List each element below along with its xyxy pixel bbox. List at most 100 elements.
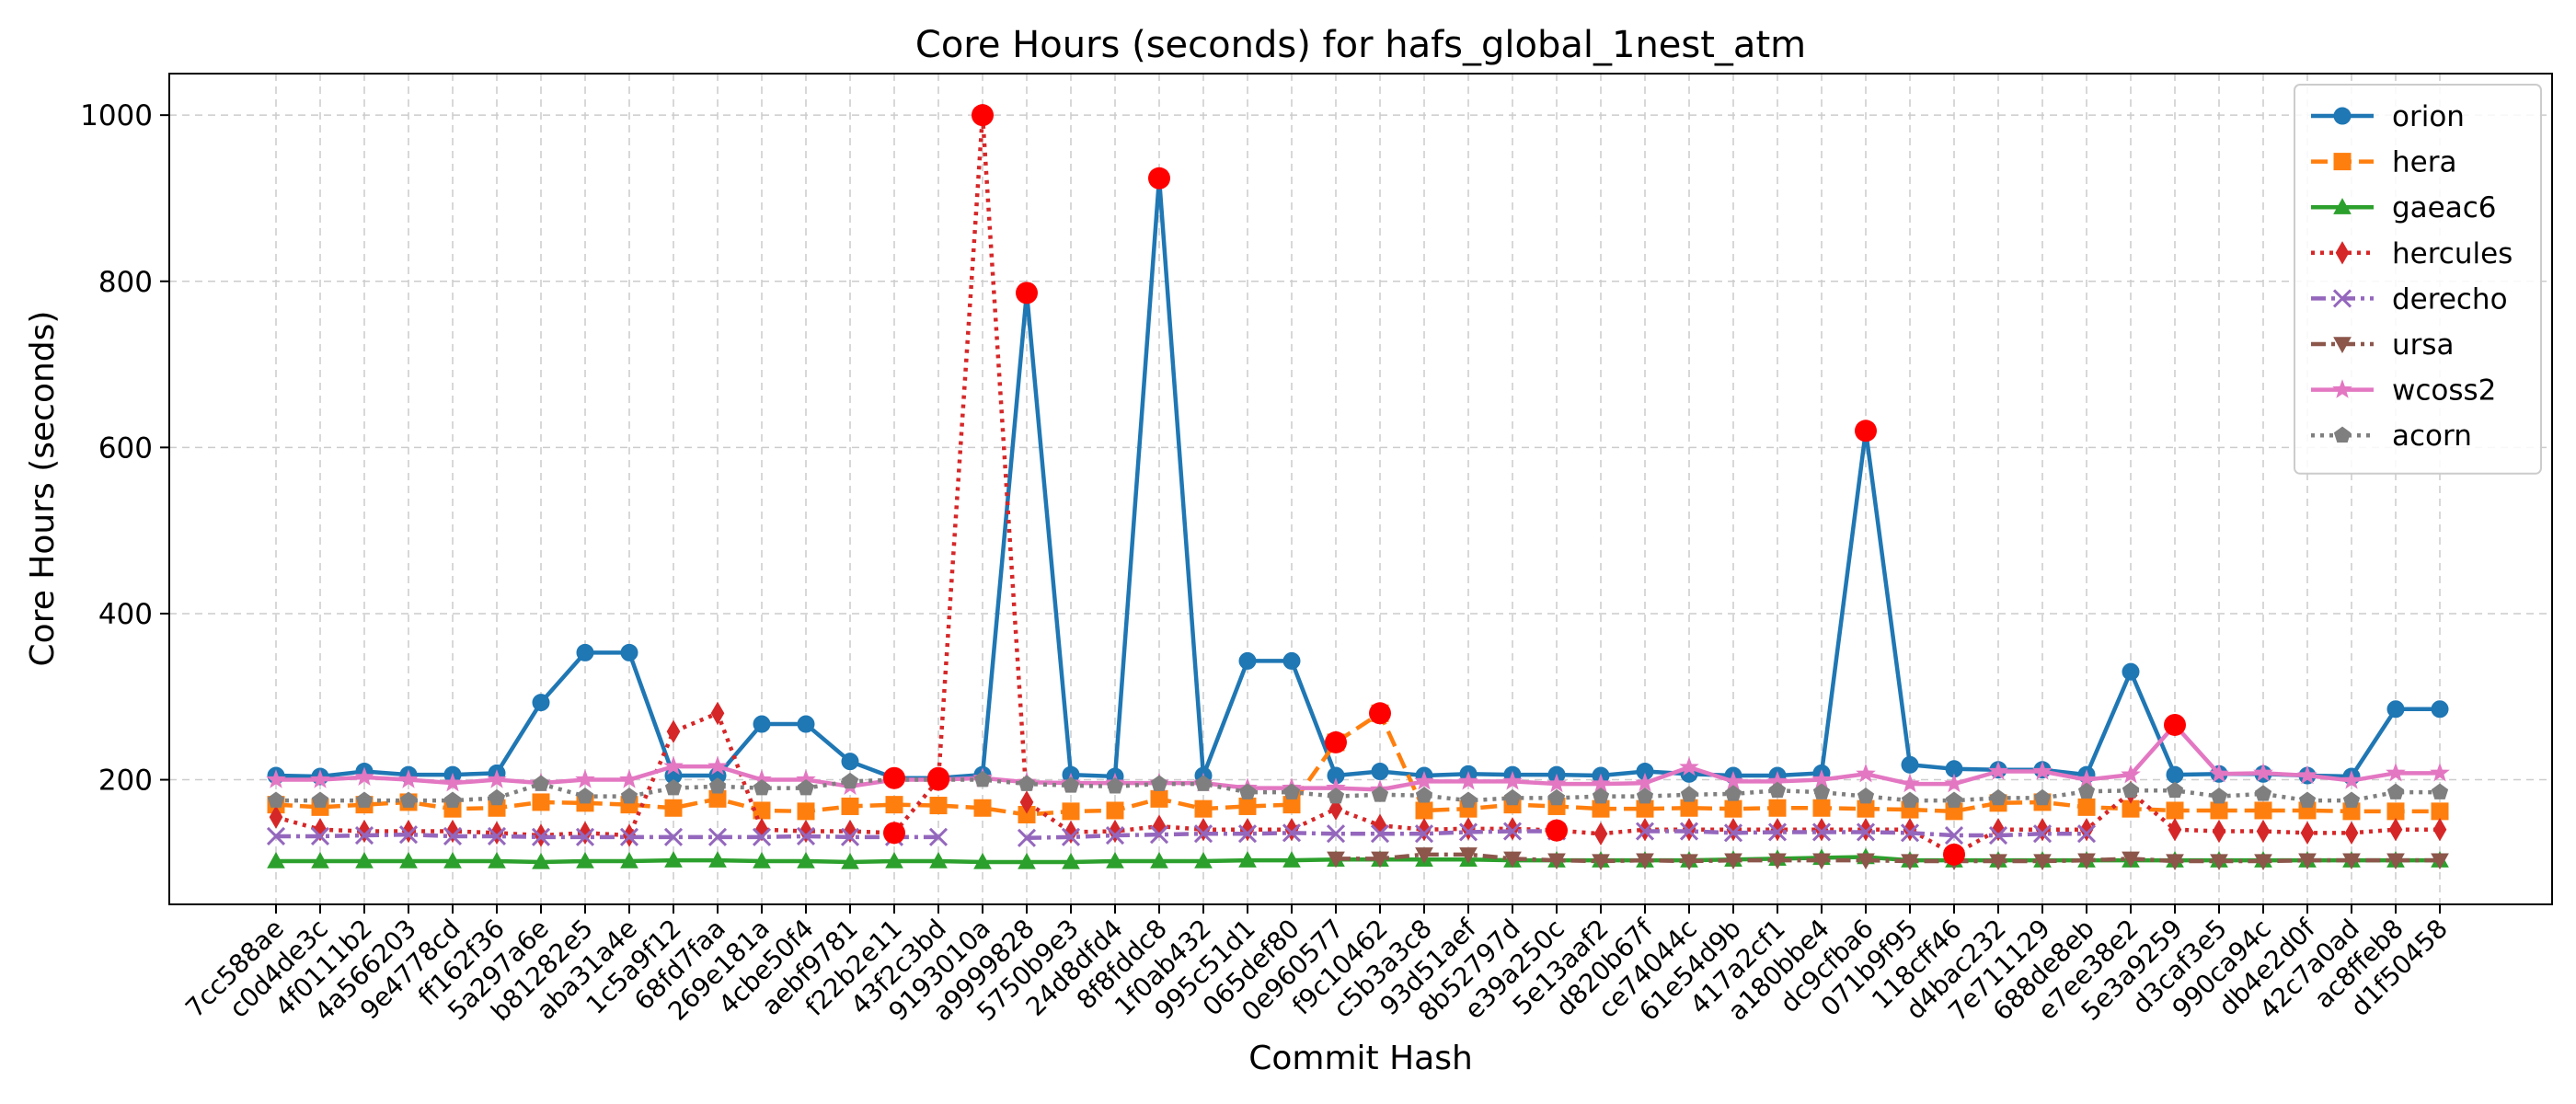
point-derecho-ff162f36 xyxy=(487,826,507,846)
outlier-orion-dc9cfba6 xyxy=(1855,420,1877,443)
point-derecho-ce74044c xyxy=(1679,822,1699,841)
point-acorn-ce74044c xyxy=(1680,786,1698,802)
point-acorn-5e13aaf2 xyxy=(1592,787,1610,804)
point-hercules-d1f50458 xyxy=(2432,818,2447,842)
point-derecho-8b52797d xyxy=(1502,822,1523,841)
point-wcoss2-8b52797d xyxy=(1502,770,1523,790)
point-acorn-db4e2d0f xyxy=(2298,791,2317,808)
point-hercules-68fd7faa xyxy=(710,701,725,726)
point-derecho-c5b3a3c8 xyxy=(1414,824,1434,844)
point-wcoss2-93d51aef xyxy=(1458,770,1478,790)
point-acorn-42c7a0ad xyxy=(2342,791,2361,808)
legend-marker-ursa xyxy=(2333,337,2352,354)
point-wcoss2-4a566203 xyxy=(398,769,419,788)
point-acorn-68fd7faa xyxy=(708,777,727,794)
point-ursa-417a2cf1 xyxy=(1768,853,1787,870)
legend: orion hera gaeac6 hercules derecho ursa wcoss2… xyxy=(2294,84,2542,475)
point-hera-61e54d9b xyxy=(1724,799,1742,818)
point-derecho-68fd7faa xyxy=(707,827,728,846)
legend-marker-gaeac6 xyxy=(2333,198,2352,214)
legend-box xyxy=(2294,84,2542,475)
point-hercules-071b9f95 xyxy=(1903,818,1917,842)
point-hercules-a9999828 xyxy=(1019,790,1034,814)
outlier-hera-0e960577 xyxy=(1325,730,1347,753)
point-acorn-118cff46 xyxy=(1945,791,1963,808)
point-acorn-269e181a xyxy=(753,778,771,796)
legend-marker-orion xyxy=(2333,107,2352,125)
y-tick-label-400: 400 xyxy=(98,598,153,631)
y-tick-label-600: 600 xyxy=(98,431,153,465)
y-tick-label-200: 200 xyxy=(98,765,153,798)
point-acorn-4a566203 xyxy=(399,791,418,808)
point-orion-aba31a4e xyxy=(620,643,638,661)
point-derecho-688de8eb xyxy=(2076,824,2097,844)
y-tick-label-1000: 1000 xyxy=(80,99,153,132)
point-acorn-dc9cfba6 xyxy=(1857,787,1875,804)
point-wcoss2-d4bac232 xyxy=(1988,761,2008,780)
series-line-derecho xyxy=(276,832,938,840)
point-hercules-269e181a xyxy=(754,818,769,842)
point-derecho-7e711129 xyxy=(2032,824,2053,844)
point-ursa-f9c10462 xyxy=(1371,851,1389,868)
point-ursa-93d51aef xyxy=(1459,847,1478,864)
point-hera-d3caf3e5 xyxy=(2210,801,2228,820)
point-hera-f22b2e11 xyxy=(885,796,903,814)
point-derecho-43f2c3bd xyxy=(928,827,949,846)
point-gaeac6-4a566203 xyxy=(399,852,418,868)
point-gaeac6-065def80 xyxy=(1282,851,1301,868)
point-hera-5750b9e3 xyxy=(1062,802,1080,821)
outlier-orion-a9999828 xyxy=(1016,282,1038,305)
point-acorn-4cbe50f4 xyxy=(797,778,815,796)
point-hera-ce74044c xyxy=(1680,799,1698,817)
point-gaeac6-f22b2e11 xyxy=(885,852,903,868)
point-hercules-d3caf3e5 xyxy=(2212,819,2226,844)
point-derecho-61e54d9b xyxy=(1723,823,1743,843)
point-hercules-b81282e5 xyxy=(578,821,592,845)
point-gaeac6-1f0ab432 xyxy=(1194,852,1213,868)
point-ursa-c5b3a3c8 xyxy=(1415,847,1433,864)
point-wcoss2-c5b3a3c8 xyxy=(1414,770,1434,790)
point-derecho-24d8dfd4 xyxy=(1105,825,1125,845)
point-derecho-1c5a9f12 xyxy=(663,827,684,846)
point-wcoss2-d3caf3e5 xyxy=(2209,763,2229,783)
point-wcoss2-aba31a4e xyxy=(619,769,639,788)
point-ursa-42c7a0ad xyxy=(2342,853,2361,870)
point-hercules-688de8eb xyxy=(2079,818,2094,842)
point-wcoss2-118cff46 xyxy=(1944,773,1964,793)
y-axis: 200 400 600 800 1000 xyxy=(80,99,169,798)
point-acorn-990ca94c xyxy=(2254,785,2272,801)
point-hera-5e3a9259 xyxy=(2166,801,2184,820)
point-hercules-990ca94c xyxy=(2256,819,2271,844)
legend-label-ursa: ursa xyxy=(2392,328,2455,362)
point-hercules-ff162f36 xyxy=(489,821,504,845)
outlier-orion-f22b2e11 xyxy=(883,766,905,789)
point-gaeac6-995c51d1 xyxy=(1238,851,1257,868)
point-wcoss2-dc9cfba6 xyxy=(1856,763,1876,783)
point-acorn-d1f50458 xyxy=(2431,783,2449,799)
point-derecho-d4bac232 xyxy=(1988,825,2008,845)
point-hercules-065def80 xyxy=(1284,818,1299,842)
point-wcoss2-071b9f95 xyxy=(1900,773,1920,793)
point-wcoss2-ac8ffeb8 xyxy=(2386,762,2406,782)
point-derecho-1f0ab432 xyxy=(1193,824,1213,844)
series-line-ursa xyxy=(1336,852,2440,864)
point-hercules-0e960577 xyxy=(1328,797,1343,821)
point-orion-269e181a xyxy=(753,715,771,733)
point-gaeac6-a9999828 xyxy=(1018,852,1036,869)
point-gaeac6-ff162f36 xyxy=(488,852,506,868)
point-acorn-d4bac232 xyxy=(1989,788,2007,806)
point-hera-1f0ab432 xyxy=(1194,799,1213,818)
point-wcoss2-9e4778cd xyxy=(443,772,463,792)
point-ursa-dc9cfba6 xyxy=(1857,853,1875,870)
point-hercules-8f8fddc8 xyxy=(1152,814,1167,838)
point-gaeac6-68fd7faa xyxy=(708,851,727,868)
outlier-hercules-43f2c3bd xyxy=(927,768,949,791)
point-ursa-d4bac232 xyxy=(1989,854,2007,871)
point-ursa-ce74044c xyxy=(1680,854,1698,871)
point-wcoss2-7e711129 xyxy=(2032,761,2053,780)
point-hera-8f8fddc8 xyxy=(1150,789,1168,808)
point-derecho-a9999828 xyxy=(1017,828,1037,847)
point-orion-aebf9781 xyxy=(841,753,859,771)
point-wcoss2-68fd7faa xyxy=(707,755,728,776)
